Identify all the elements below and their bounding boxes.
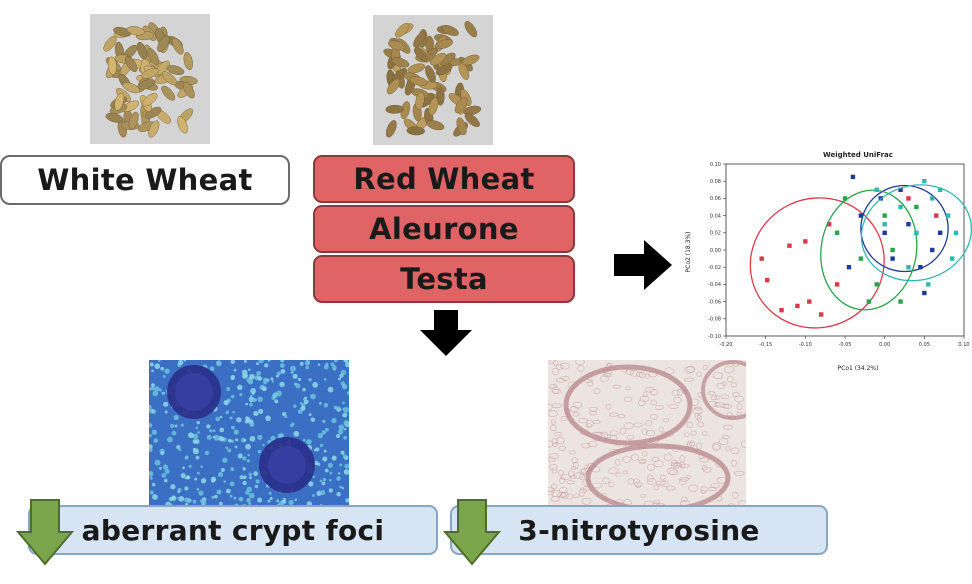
ellipse-blue [860,184,949,273]
point-blue [906,222,911,227]
x-tick-label: 0.00 [879,342,890,348]
point-cyan [922,179,927,184]
y-tick-label: -0.06 [708,299,721,305]
white-wheat-label: White Wheat [0,155,290,205]
y-tick-label: -0.10 [708,334,721,340]
chart-title: Weighted UniFrac [823,151,893,159]
nitrotyrosine-micrograph [548,360,746,510]
point-cyan [898,204,903,210]
aberrant-crypt-foci-label: aberrant crypt foci [28,505,438,555]
point-blue [846,265,852,270]
x-tick-label: -0.05 [839,342,852,348]
x-tick-label: -0.15 [759,342,772,348]
point-red [795,303,800,309]
point-red [834,282,840,287]
point-green [866,299,871,304]
point-blue [922,290,927,296]
point-red [765,277,770,283]
y-tick-label: 0.02 [710,231,721,237]
point-green [874,282,879,287]
point-green [914,204,919,210]
decrease-arrow-icon-2 [443,498,501,566]
point-blue [918,265,923,270]
point-cyan [938,187,943,192]
point-cyan [949,256,955,261]
point-green [842,196,848,201]
point-blue [850,174,856,180]
x-tick-label: 0.05 [919,342,930,348]
testa-label: Testa [313,255,575,303]
point-cyan [953,230,959,235]
chart-ylabel: PCo2 (18.3%) [685,232,692,273]
point-green [882,213,887,218]
point-cyan [906,265,911,270]
point-red [934,213,939,218]
chart-xlabel: PCo1 (34.2%) [838,365,879,372]
y-tick-label: 0.08 [710,179,721,185]
y-tick-label: -0.02 [708,265,721,271]
point-red [807,299,812,304]
ellipse-red [749,197,885,329]
down-arrow-icon [420,310,472,356]
y-tick-label: 0.10 [710,162,721,168]
point-blue [882,230,887,235]
y-tick-label: 0.04 [710,213,721,219]
point-blue [938,230,943,235]
point-red [906,196,911,201]
decrease-arrow-icon [16,498,74,566]
point-cyan [930,196,935,201]
point-red [826,222,832,227]
point-blue [858,213,864,218]
white-wheat-photo [90,14,210,144]
aberrant-crypt-foci-micrograph [149,360,349,510]
x-tick-label: -0.20 [720,342,733,348]
point-green [858,256,864,261]
x-tick-label: 0.10 [958,342,969,348]
point-red [803,239,808,244]
point-blue [930,247,935,253]
y-tick-label: -0.08 [708,317,721,323]
point-green [898,299,903,304]
plot-frame [725,163,965,337]
x-tick-label: -0.10 [799,342,812,348]
aleurone-label: Aleurone [313,205,575,253]
point-red [759,256,764,261]
right-arrow-icon [614,240,672,290]
point-blue [898,187,903,192]
point-blue [890,256,895,261]
ellipse-green [820,189,918,311]
point-red [779,308,784,313]
y-tick-label: 0.00 [710,248,721,254]
pcoa-scatter-plot: Weighted UniFrac PCo1 (34.2%) PCo2 (18.3… [680,148,972,380]
point-red [787,243,792,248]
point-cyan [874,187,879,192]
y-tick-label: -0.04 [708,282,721,288]
red-wheat-label: Red Wheat [313,155,575,203]
ellipse-cyan [860,184,972,282]
point-cyan [914,230,919,235]
point-cyan [926,282,931,287]
red-wheat-photo [373,15,493,145]
point-cyan [945,213,951,218]
point-red [819,312,824,317]
point-cyan [882,222,887,227]
point-green [834,230,840,235]
y-tick-label: 0.06 [710,196,721,202]
point-green [890,247,895,253]
nitrotyrosine-label: 3-nitrotyrosine [450,505,828,555]
